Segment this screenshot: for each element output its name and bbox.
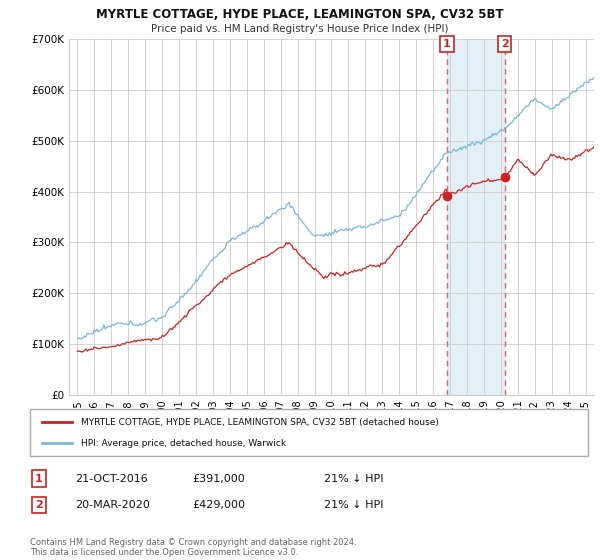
Text: HPI: Average price, detached house, Warwick: HPI: Average price, detached house, Warw…: [81, 438, 286, 447]
Text: £391,000: £391,000: [192, 474, 245, 484]
Text: MYRTLE COTTAGE, HYDE PLACE, LEAMINGTON SPA, CV32 5BT (detached house): MYRTLE COTTAGE, HYDE PLACE, LEAMINGTON S…: [81, 418, 439, 427]
Text: 21% ↓ HPI: 21% ↓ HPI: [324, 500, 383, 510]
Text: 21-OCT-2016: 21-OCT-2016: [75, 474, 148, 484]
Text: 20-MAR-2020: 20-MAR-2020: [75, 500, 150, 510]
Text: 21% ↓ HPI: 21% ↓ HPI: [324, 474, 383, 484]
Text: 1: 1: [35, 474, 43, 484]
Text: 1: 1: [443, 39, 451, 49]
Text: £429,000: £429,000: [192, 500, 245, 510]
Text: 2: 2: [35, 500, 43, 510]
Text: 2: 2: [501, 39, 508, 49]
Text: MYRTLE COTTAGE, HYDE PLACE, LEAMINGTON SPA, CV32 5BT: MYRTLE COTTAGE, HYDE PLACE, LEAMINGTON S…: [96, 8, 504, 21]
Bar: [447, 39, 505, 395]
Text: Contains HM Land Registry data © Crown copyright and database right 2024.
This d: Contains HM Land Registry data © Crown c…: [30, 538, 356, 557]
Text: Price paid vs. HM Land Registry's House Price Index (HPI): Price paid vs. HM Land Registry's House …: [151, 24, 449, 34]
